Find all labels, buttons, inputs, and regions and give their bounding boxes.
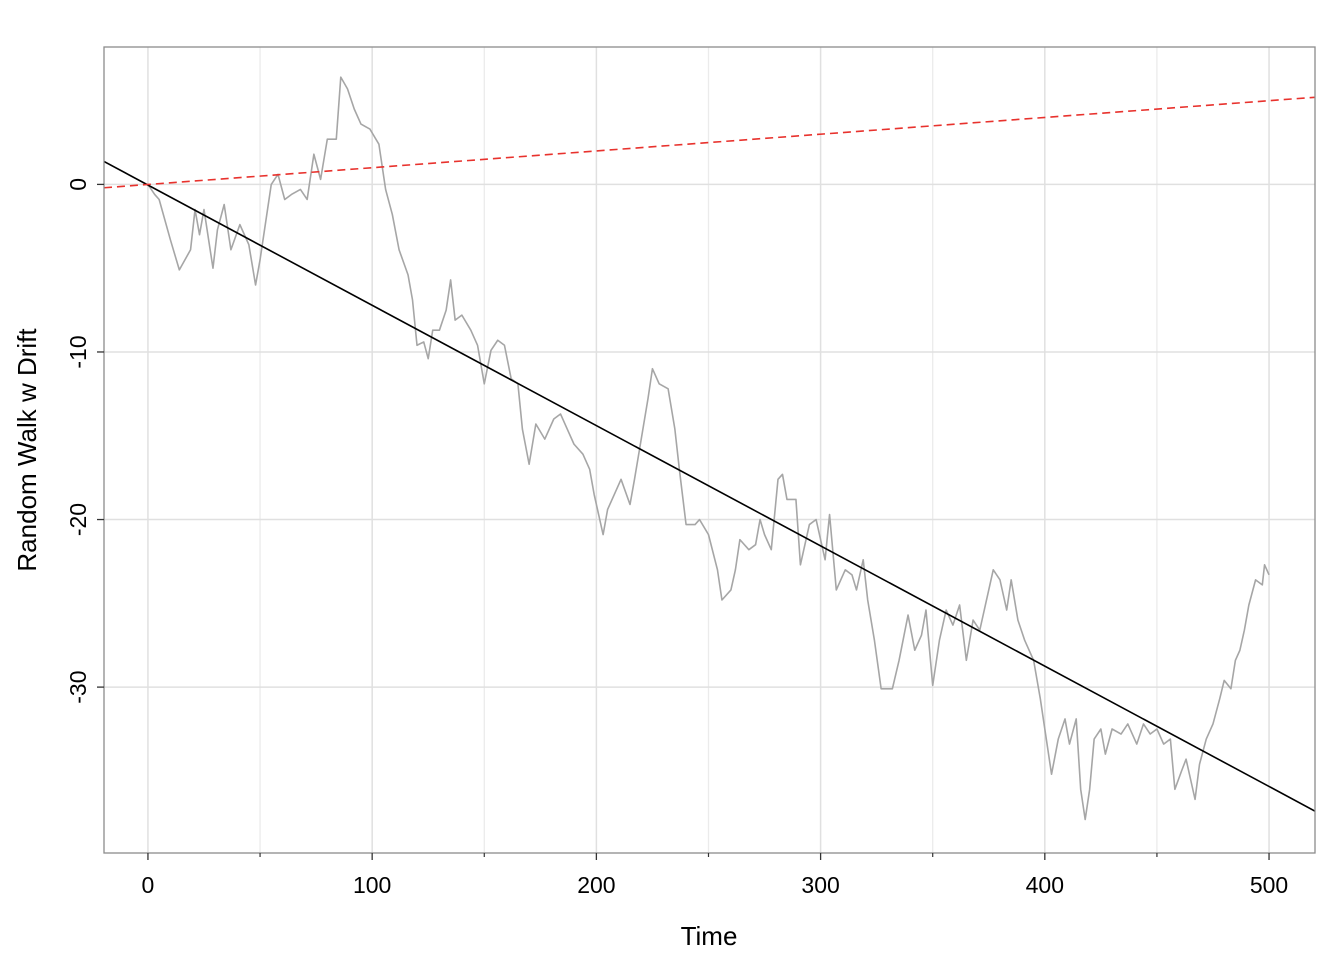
y-tick-label: -20 [65, 503, 91, 536]
y-tick-label: -10 [65, 335, 91, 368]
grid [104, 47, 1315, 853]
series-line [147, 76, 1270, 821]
x-tick-label: 300 [801, 872, 839, 898]
x-tick-label: 400 [1026, 872, 1064, 898]
x-tick-label: 200 [577, 872, 615, 898]
series-line [104, 160, 1315, 812]
series-line [104, 96, 1315, 189]
panel-border [103, 46, 1316, 854]
x-tick-label: 100 [353, 872, 391, 898]
y-tick-label: 0 [65, 178, 91, 191]
x-tick-label: 500 [1250, 872, 1288, 898]
axes: 0 100 200 300 400 500 0 -10 -20 -30 [65, 178, 1288, 898]
y-tick-label: -30 [65, 670, 91, 703]
plot-area [104, 76, 1315, 821]
x-axis-label: Time [681, 921, 738, 951]
y-axis-label: Random Walk w Drift [12, 328, 42, 572]
x-tick-label: 0 [142, 872, 155, 898]
